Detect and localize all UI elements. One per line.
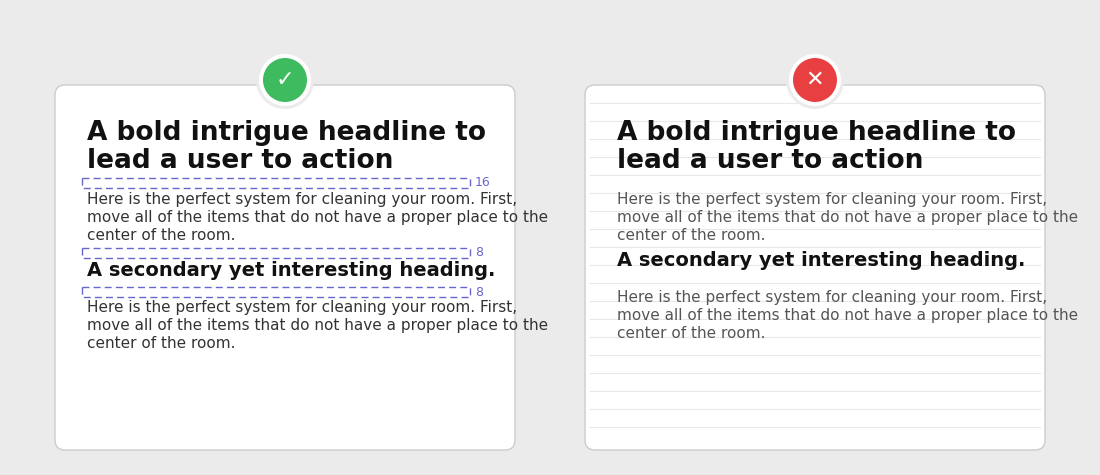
Circle shape [793,58,837,102]
Text: ✓: ✓ [276,70,295,90]
Text: center of the room.: center of the room. [87,228,235,243]
FancyBboxPatch shape [585,85,1045,450]
Bar [82,287,470,297]
Text: A bold intrigue headline to: A bold intrigue headline to [617,120,1016,146]
Circle shape [256,51,314,109]
Circle shape [786,51,844,109]
Text: lead a user to action: lead a user to action [87,148,394,174]
Text: move all of the items that do not have a proper place to the: move all of the items that do not have a… [617,308,1078,323]
Text: center of the room.: center of the room. [617,228,766,243]
Text: A secondary yet interesting heading.: A secondary yet interesting heading. [87,261,495,280]
Text: Here is the perfect system for cleaning your room. First,: Here is the perfect system for cleaning … [617,192,1047,207]
Circle shape [789,54,842,106]
Text: 8: 8 [475,247,483,259]
Text: A bold intrigue headline to: A bold intrigue headline to [87,120,486,146]
Text: ✕: ✕ [805,70,824,90]
Text: center of the room.: center of the room. [617,326,766,341]
Text: move all of the items that do not have a proper place to the: move all of the items that do not have a… [87,318,548,333]
FancyBboxPatch shape [55,85,515,450]
Text: 16: 16 [475,177,491,190]
Text: Here is the perfect system for cleaning your room. First,: Here is the perfect system for cleaning … [87,300,517,315]
Circle shape [263,58,307,102]
Text: 8: 8 [475,285,483,298]
Text: Here is the perfect system for cleaning your room. First,: Here is the perfect system for cleaning … [87,192,517,207]
Text: lead a user to action: lead a user to action [617,148,923,174]
Circle shape [258,54,311,106]
Bar [82,248,470,258]
Text: Here is the perfect system for cleaning your room. First,: Here is the perfect system for cleaning … [617,290,1047,305]
Text: move all of the items that do not have a proper place to the: move all of the items that do not have a… [617,210,1078,225]
Text: center of the room.: center of the room. [87,336,235,351]
Text: A secondary yet interesting heading.: A secondary yet interesting heading. [617,251,1025,270]
Bar [82,178,470,188]
Text: move all of the items that do not have a proper place to the: move all of the items that do not have a… [87,210,548,225]
